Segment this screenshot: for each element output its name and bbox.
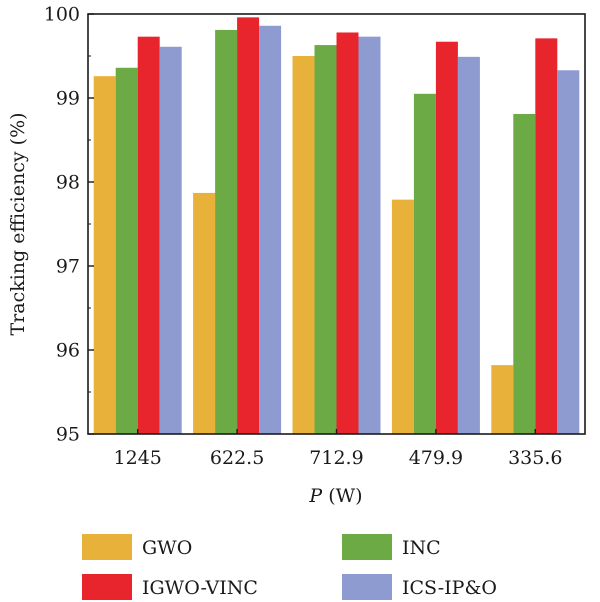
- bar-ics-ip-o-3: [358, 36, 381, 435]
- legend-swatch: [342, 574, 392, 600]
- bar-igwo-vinc-2: [237, 17, 260, 435]
- legend-label: INC: [402, 537, 441, 559]
- y-tick-label: 97: [56, 256, 80, 278]
- bar-inc-2: [215, 29, 238, 435]
- legend-item-gwo: GWO: [82, 534, 192, 560]
- x-tick-label: 622.5: [210, 447, 264, 469]
- legend-swatch: [82, 574, 132, 600]
- y-tick-label: 100: [44, 4, 80, 26]
- bar-ics-ip-o-2: [259, 25, 282, 434]
- bar-ics-ip-o-4: [457, 56, 480, 435]
- bar-ics-ip-o-1: [159, 46, 182, 434]
- x-tick-label: 712.9: [309, 447, 363, 469]
- y-tick-label: 95: [56, 424, 80, 446]
- bars-layer: [93, 17, 580, 435]
- x-axis-label-variable: P: [308, 485, 323, 507]
- bar-inc-5: [513, 113, 536, 435]
- y-tick-label: 98: [56, 172, 80, 194]
- x-axis-ticks: 1245 622.5 712.9 479.9 335.6: [114, 429, 563, 469]
- bar-gwo-2: [193, 192, 216, 434]
- legend-swatch: [342, 534, 392, 560]
- x-axis-label-unit: (W): [328, 485, 362, 507]
- legend-label: ICS-IP&O: [402, 577, 497, 599]
- y-tick-label: 96: [56, 340, 80, 362]
- bar-gwo-4: [391, 199, 414, 434]
- bar-inc-4: [413, 93, 436, 435]
- x-tick-label: 335.6: [508, 447, 562, 469]
- legend: GWO INC IGWO-VINC ICS-IP&O: [82, 534, 497, 600]
- bar-inc-1: [115, 67, 138, 434]
- bar-igwo-vinc-3: [336, 32, 359, 434]
- y-axis-ticks: 95 96 97 98 99 100: [44, 4, 94, 446]
- x-tick-label: 479.9: [409, 447, 463, 469]
- bar-gwo-1: [93, 76, 116, 434]
- bar-ics-ip-o-5: [557, 70, 580, 434]
- bar-gwo-3: [292, 56, 315, 434]
- bar-igwo-vinc-1: [137, 36, 160, 435]
- x-axis-label: P (W): [308, 485, 362, 507]
- bar-igwo-vinc-5: [535, 38, 558, 435]
- legend-label: GWO: [142, 537, 192, 559]
- bar-gwo-5: [491, 365, 514, 434]
- x-tick-label: 1245: [114, 447, 162, 469]
- legend-item-inc: INC: [342, 534, 441, 560]
- legend-item-igwo-vinc: IGWO-VINC: [82, 574, 258, 600]
- legend-label: IGWO-VINC: [142, 577, 258, 599]
- bar-igwo-vinc-4: [435, 41, 458, 434]
- y-tick-label: 99: [56, 88, 80, 110]
- legend-swatch: [82, 534, 132, 560]
- bar-inc-3: [314, 45, 337, 434]
- y-axis-label: Tracking efficiency (%): [7, 112, 29, 335]
- legend-item-ics-ip-o: ICS-IP&O: [342, 574, 497, 600]
